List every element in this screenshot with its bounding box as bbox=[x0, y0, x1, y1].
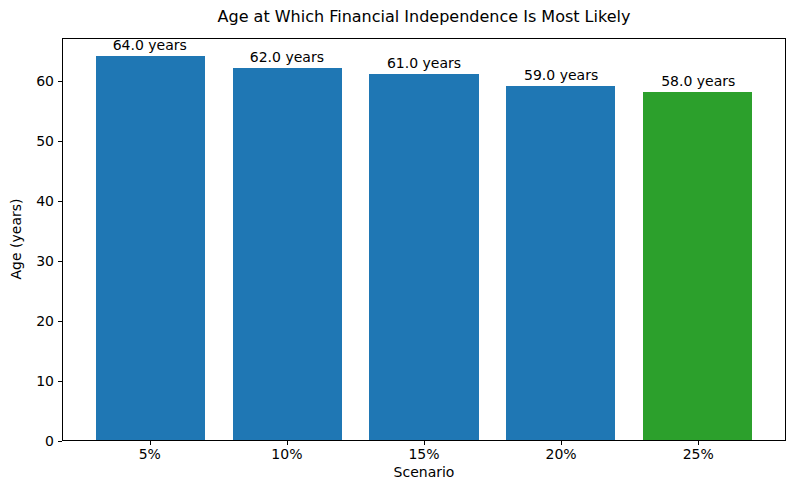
y-tick-mark bbox=[58, 141, 62, 142]
bar-25% bbox=[643, 92, 752, 440]
y-tick-mark bbox=[58, 441, 62, 442]
y-tick-mark bbox=[58, 201, 62, 202]
x-tick-mark bbox=[698, 441, 699, 445]
x-tick-label: 25% bbox=[683, 447, 714, 462]
x-axis-title: Scenario bbox=[62, 464, 786, 480]
y-tick-mark bbox=[58, 381, 62, 382]
bar-value-label: 61.0 years bbox=[387, 56, 461, 71]
bar-value-label: 64.0 years bbox=[113, 38, 187, 53]
y-tick-label: 10 bbox=[14, 374, 54, 388]
bar-20% bbox=[506, 86, 615, 440]
chart-title: Age at Which Financial Independence Is M… bbox=[62, 7, 786, 26]
x-tick-label: 5% bbox=[139, 447, 161, 462]
x-tick-label: 20% bbox=[546, 447, 577, 462]
bar-chart-figure: Age at Which Financial Independence Is M… bbox=[0, 0, 800, 500]
plot-area bbox=[62, 38, 786, 441]
y-tick-mark bbox=[58, 81, 62, 82]
x-tick-label: 10% bbox=[271, 447, 302, 462]
y-tick-label: 50 bbox=[14, 134, 54, 148]
x-tick-mark bbox=[424, 441, 425, 445]
y-tick-label: 60 bbox=[14, 74, 54, 88]
y-tick-mark bbox=[58, 261, 62, 262]
y-tick-mark bbox=[58, 321, 62, 322]
bar-value-label: 62.0 years bbox=[250, 50, 324, 65]
y-tick-label: 20 bbox=[14, 314, 54, 328]
x-tick-mark bbox=[561, 441, 562, 445]
bar-value-label: 59.0 years bbox=[524, 68, 598, 83]
y-tick-label: 30 bbox=[14, 254, 54, 268]
y-tick-label: 40 bbox=[14, 194, 54, 208]
y-tick-label: 0 bbox=[14, 434, 54, 448]
x-tick-mark bbox=[150, 441, 151, 445]
bar-value-label: 58.0 years bbox=[661, 74, 735, 89]
x-tick-label: 15% bbox=[408, 447, 439, 462]
bar-10% bbox=[233, 68, 342, 440]
bar-5% bbox=[96, 56, 205, 440]
bar-15% bbox=[369, 74, 478, 440]
x-tick-mark bbox=[287, 441, 288, 445]
